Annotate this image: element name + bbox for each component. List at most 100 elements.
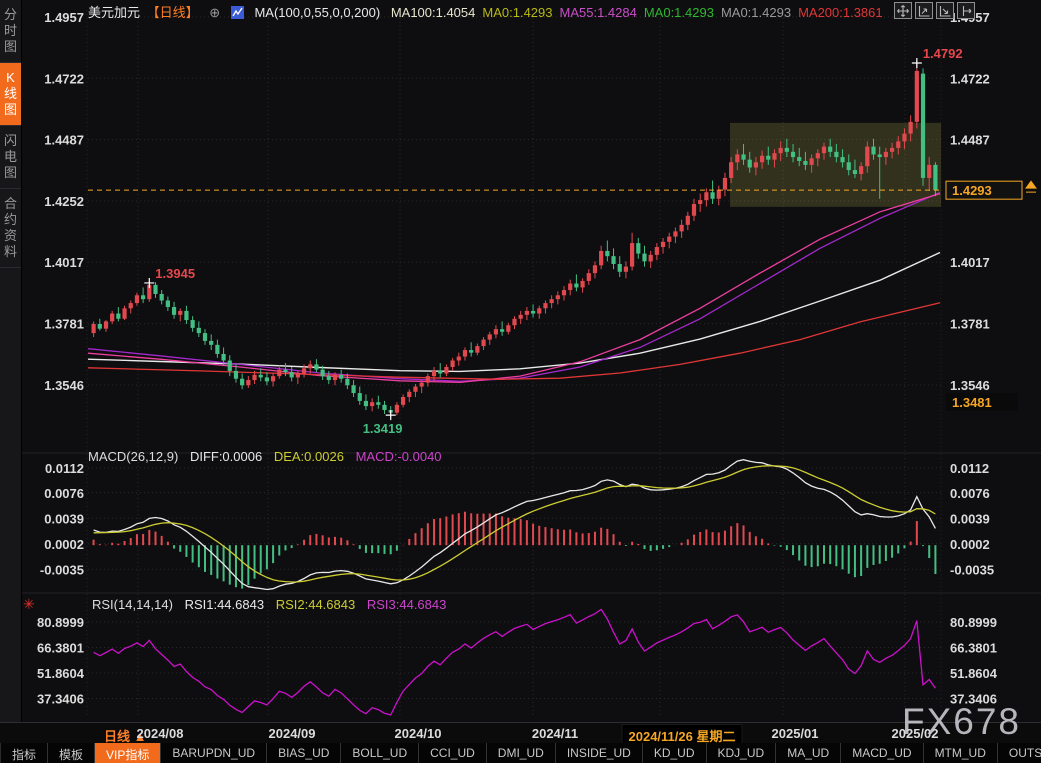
svg-text:0.0039: 0.0039: [950, 511, 990, 526]
svg-text:1.4792: 1.4792: [923, 46, 963, 61]
chart-legend-bar: 美元加元 【日线】 ⊕ MA(100,0,55,0,0,200) MA100:1…: [88, 2, 897, 20]
svg-text:1.3781: 1.3781: [44, 317, 84, 332]
toolbar-item-13[interactable]: MACD_UD: [841, 743, 924, 763]
chart-type-sidebar: 分时图 K线图 闪电图 合约资料: [0, 0, 22, 722]
current-price-badge: 1.4293: [945, 180, 1023, 200]
indicator-alert-icon[interactable]: ✳: [23, 596, 35, 612]
svg-text:37.3406: 37.3406: [37, 692, 84, 707]
svg-text:1.3945: 1.3945: [155, 266, 195, 281]
candlestick-series: [91, 60, 938, 419]
circle-plus-icon[interactable]: ⊕: [209, 5, 221, 20]
macd-value: MACD:-0.0040: [355, 449, 442, 464]
macd-dea-value: DEA:0.0026: [273, 449, 344, 464]
price-axis-labels: 1.4957 1.4722 1.4487 1.4252 1.4017 1.3781 1.35…: [37, 10, 998, 707]
svg-text:51.8604: 51.8604: [950, 666, 998, 681]
ma-value-3: MA55:1.4284: [559, 5, 637, 20]
x-axis-tick: 2025/02: [891, 726, 939, 741]
macd-series: [92, 459, 937, 590]
price-up-arrow-icon: [1025, 180, 1037, 193]
toolbar-item-3[interactable]: VIP指标: [95, 743, 162, 763]
toolbar-item-14[interactable]: MTM_UD: [924, 743, 998, 763]
toolbar-item-1[interactable]: 指标: [1, 743, 49, 763]
grid-lines: [22, 10, 1041, 716]
svg-text:0.0002: 0.0002: [950, 537, 990, 552]
svg-text:1.4252: 1.4252: [44, 194, 84, 209]
rsi-line: [93, 608, 936, 716]
symbol-name: 美元加元: [88, 5, 141, 20]
rsi-legend: RSI(14,14,14) RSI1:44.6843 RSI2:44.6843 …: [92, 597, 454, 612]
svg-text:1.4017: 1.4017: [44, 255, 84, 270]
rsi-params: RSI(14,14,14): [92, 597, 173, 612]
toolbar-item-4[interactable]: BARUPDN_UD: [161, 743, 268, 763]
rsi3-value: RSI3:44.6843: [366, 597, 447, 612]
toolbar-item-15[interactable]: OUTSIDE_UD: [998, 743, 1041, 763]
x-axis-date-badge: 2024/11/26 星期二: [621, 724, 743, 747]
toolbar-item-7[interactable]: CCI_UD: [419, 743, 487, 763]
svg-text:0.0076: 0.0076: [44, 486, 84, 501]
toolbar-item-12[interactable]: MA_UD: [776, 743, 842, 763]
sidebar-tab-2[interactable]: K线图: [0, 63, 21, 126]
x-axis-tick: 2024/10: [394, 726, 442, 741]
pan-icon[interactable]: [894, 2, 912, 19]
toolbar-item-9[interactable]: INSIDE_UD: [556, 743, 643, 763]
svg-text:1.3546: 1.3546: [950, 378, 990, 393]
x-axis-tick: 2025/01: [771, 726, 819, 741]
svg-text:80.8999: 80.8999: [950, 615, 997, 630]
indicator-toolbar: 指标 模板 VIP指标 BARUPDN_UD BIAS_UD BOLL_UD CCI_UD D…: [0, 743, 1041, 763]
low-price-badge: 1.3481: [946, 392, 1018, 411]
ma-values: MA100:1.4054 MA0:1.4293 MA55:1.4284 MA0:1.4…: [391, 5, 890, 20]
svg-text:0.0112: 0.0112: [950, 461, 989, 476]
period-tag[interactable]: 【日线】: [146, 5, 199, 20]
svg-text:-0.0035: -0.0035: [950, 562, 994, 577]
ma-value-5: MA0:1.4293: [720, 5, 792, 20]
chart-window-controls: [894, 2, 975, 19]
ma-value-6: MA200:1.3861: [798, 5, 883, 20]
up-triangle-icon: ▲: [133, 729, 147, 744]
mini-chart-icon[interactable]: [230, 6, 244, 22]
indicator-params: MA(100,0,55,0,0,200): [254, 5, 381, 20]
svg-text:0.0039: 0.0039: [44, 511, 84, 526]
svg-text:66.3801: 66.3801: [950, 641, 997, 656]
diff-line: [93, 459, 936, 590]
sidebar-tab-3[interactable]: 闪电图: [0, 126, 21, 189]
svg-text:0.0076: 0.0076: [950, 486, 990, 501]
svg-text:-0.0035: -0.0035: [40, 562, 84, 577]
ma100-line: [88, 251, 941, 373]
rsi1-value: RSI1:44.6843: [184, 597, 265, 612]
svg-text:1.4487: 1.4487: [950, 133, 990, 148]
zoom-axis-left-icon[interactable]: [915, 2, 933, 19]
macd-legend: MACD(26,12,9) DIFF:0.0006 DEA:0.0026 MAC…: [88, 449, 450, 464]
toolbar-item-11[interactable]: KDJ_UD: [707, 743, 777, 763]
ma-lines: [88, 191, 941, 384]
x-axis-row: 日线 ▲ 2024/11/26 星期二 2024/08 2024/09 2024/1…: [0, 722, 1041, 747]
svg-text:1.3481: 1.3481: [952, 395, 992, 410]
price-annotations: 1.3945 1.3419 1.4792: [144, 46, 963, 436]
svg-text:1.4017: 1.4017: [950, 255, 990, 270]
toolbar-corner-box: [0, 743, 1, 763]
macd-diff-value: DIFF:0.0006: [189, 449, 263, 464]
svg-text:1.4957: 1.4957: [44, 10, 84, 25]
macd-params: MACD(26,12,9): [88, 449, 179, 464]
svg-text:1.4293: 1.4293: [952, 183, 992, 198]
svg-text:1.3419: 1.3419: [363, 421, 403, 436]
period-label: 日线: [104, 729, 131, 744]
svg-text:1.4722: 1.4722: [950, 71, 990, 86]
candlestick-chart[interactable]: 1.4293 1.3481 1.4957 1.4722 1.4487 1.4252 1.40…: [22, 0, 1041, 722]
sidebar-tab-1[interactable]: 分时图: [0, 0, 21, 63]
svg-text:1.4722: 1.4722: [44, 71, 84, 86]
toolbar-item-5[interactable]: BIAS_UD: [267, 743, 342, 763]
toolbar-item-8[interactable]: DMI_UD: [487, 743, 556, 763]
x-axis-tick: 2024/11: [531, 726, 579, 741]
shift-right-icon[interactable]: [957, 2, 975, 19]
svg-text:80.8999: 80.8999: [37, 615, 84, 630]
svg-text:1.3781: 1.3781: [950, 317, 990, 332]
period-selector[interactable]: 日线 ▲: [104, 726, 147, 745]
sidebar-tab-4[interactable]: 合约资料: [0, 189, 21, 268]
zoom-axis-right-icon[interactable]: [936, 2, 954, 19]
toolbar-item-2[interactable]: 模板: [48, 743, 96, 763]
toolbar-item-6[interactable]: BOLL_UD: [341, 743, 420, 763]
ma-value-2: MA0:1.4293: [482, 5, 553, 20]
toolbar-item-10[interactable]: KD_UD: [643, 743, 707, 763]
svg-text:1.3546: 1.3546: [44, 378, 84, 393]
ma_pink-line: [88, 192, 941, 384]
